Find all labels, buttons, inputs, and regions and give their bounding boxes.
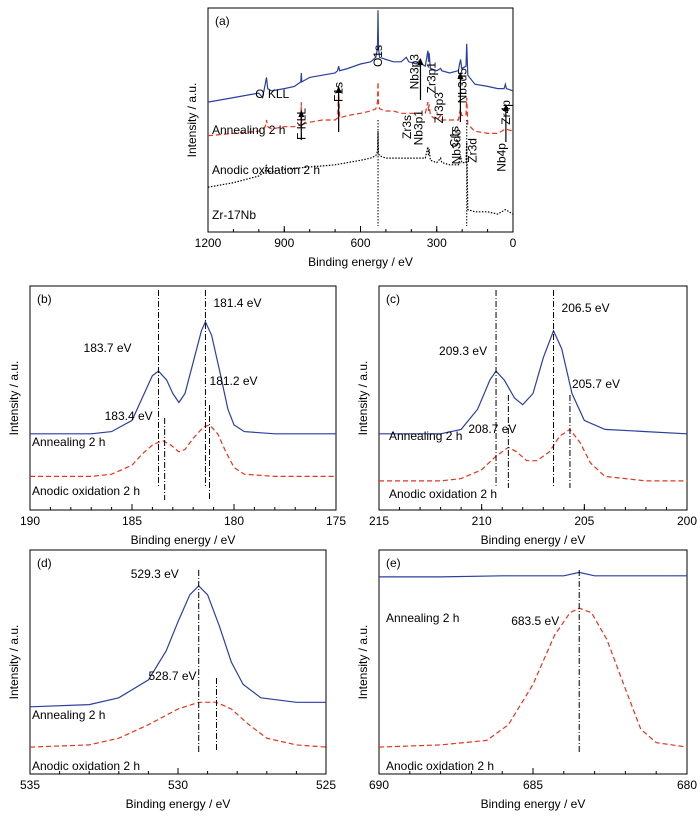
panel-c: 215 210 205 200 Binding energy / eV Intensity… [356, 285, 697, 547]
x-tick-label: 185 [122, 514, 142, 528]
peak-annotation: Nb3d3 [449, 129, 463, 165]
x-axis-label: Binding energy / eV [126, 797, 231, 811]
panel-a: 1200 900 600 300 0 Binding energy / eV Intensi… [185, 7, 517, 269]
peak-annotation: Zr3p1 [424, 62, 438, 94]
series-line-1 [379, 428, 687, 482]
series-line-1 [378, 607, 688, 748]
arrow-head [298, 110, 305, 117]
series-label: Zr-17Nb [212, 208, 256, 222]
y-axis-label: Intensity / a.u. [356, 625, 370, 700]
y-axis-label: Intensity / a.u. [185, 83, 199, 158]
peak-annotation: Nb3p3 [407, 54, 421, 90]
x-tick-label: 530 [168, 778, 188, 792]
plot-frame [378, 285, 688, 511]
x-tick-label: 690 [369, 778, 389, 792]
y-axis-label: Intensity / a.u. [7, 361, 21, 436]
peak-label: 528.7 eV [148, 669, 196, 683]
x-tick-label: 215 [369, 514, 389, 528]
peak-label: 208.7 eV [468, 422, 516, 436]
x-tick-label: 680 [677, 778, 697, 792]
panel-letter: (d) [37, 556, 52, 570]
series-line-1 [29, 701, 327, 748]
series-line-2 [207, 131, 514, 215]
y-axis-label: Intensity / a.u. [356, 361, 370, 436]
x-tick-label: 300 [427, 236, 447, 250]
y-axis-label: Intensity / a.u. [7, 625, 21, 700]
series-label: Annealing 2 h [32, 708, 105, 722]
x-tick-label: 175 [326, 514, 346, 528]
x-axis-label: Binding energy / eV [481, 533, 586, 547]
panel-letter: (c) [386, 292, 400, 306]
plot-frame [29, 549, 327, 775]
panel-e: 690 685 680 Binding energy / eV Intensity / … [356, 549, 697, 811]
series-label: Annealing 2 h [32, 435, 105, 449]
arrow-head [335, 86, 342, 93]
peak-label: 206.5 eV [562, 301, 610, 315]
plot-frame [29, 285, 337, 511]
x-tick-label: 535 [20, 778, 40, 792]
series-line-0 [29, 584, 326, 708]
arrow-head [457, 72, 464, 79]
peak-annotation: Zr3s [400, 115, 414, 139]
x-tick-label: 205 [574, 514, 594, 528]
x-axis-label: Binding energy / eV [308, 255, 413, 269]
panel-letter: (a) [215, 14, 230, 28]
series-line-0 [379, 329, 688, 435]
x-tick-label: 685 [523, 778, 543, 792]
peak-annotation: C1s [448, 126, 462, 147]
peak-label: 205.7 eV [572, 377, 620, 391]
peak-label: 529.3 eV [131, 567, 179, 581]
peak-annotation: Nb4p [494, 143, 508, 172]
arrow-head [502, 104, 509, 111]
panel-d: 535 530 525 Binding energy / eV Intensity / … [7, 549, 336, 811]
peak-label: 183.7 eV [84, 341, 132, 355]
x-tick-label: 900 [274, 236, 294, 250]
series-label: Annealing 2 h [386, 611, 459, 625]
series-line-0 [30, 320, 336, 435]
panel-letter: (b) [37, 292, 52, 306]
x-tick-label: 525 [316, 778, 336, 792]
series-label: Anodic oxidation 2 h [389, 487, 497, 501]
peak-annotation: O KLL [255, 87, 289, 101]
peak-annotation: O1s [371, 45, 385, 67]
x-tick-label: 0 [510, 236, 517, 250]
peak-annotation: Nb3p1 [412, 110, 426, 146]
series-line-0 [379, 571, 687, 578]
series-label: Anodic oxidation 2 h [212, 163, 320, 177]
peak-label: 181.2 eV [210, 374, 258, 388]
peak-label: 683.5 eV [511, 614, 559, 628]
series-line-0 [207, 10, 514, 103]
x-tick-label: 210 [472, 514, 492, 528]
peak-annotation: Nb3d5 [455, 68, 469, 104]
x-axis-label: Binding energy / eV [481, 797, 586, 811]
peak-label: 209.3 eV [439, 344, 487, 358]
series-label: Annealing 2 h [389, 429, 462, 443]
peak-annotation: Zr3d [466, 138, 480, 163]
peak-label: 183.4 eV [105, 409, 153, 423]
series-label: Anodic oxidation 2 h [386, 759, 494, 773]
plot-frame [378, 549, 688, 775]
series-label: Annealing 2 h [212, 123, 285, 137]
peak-label: 181.4 eV [213, 296, 261, 310]
x-tick-label: 600 [350, 236, 370, 250]
x-axis-label: Binding energy / eV [131, 533, 236, 547]
x-tick-label: 190 [20, 514, 40, 528]
series-line-1 [30, 424, 336, 477]
panel-letter: (e) [386, 556, 401, 570]
arrow-head [417, 58, 424, 65]
series-line-1 [207, 81, 514, 137]
x-tick-label: 200 [677, 514, 697, 528]
series-label: Anodic oxidation 2 h [32, 759, 140, 773]
series-label: Anodic oxidation 2 h [32, 484, 140, 498]
panel-b: 190 185 180 175 Binding energy / eV Intensity… [7, 285, 346, 547]
x-tick-label: 1200 [195, 236, 222, 250]
x-tick-label: 180 [224, 514, 244, 528]
peak-annotation: Zr3p3 [432, 92, 446, 124]
